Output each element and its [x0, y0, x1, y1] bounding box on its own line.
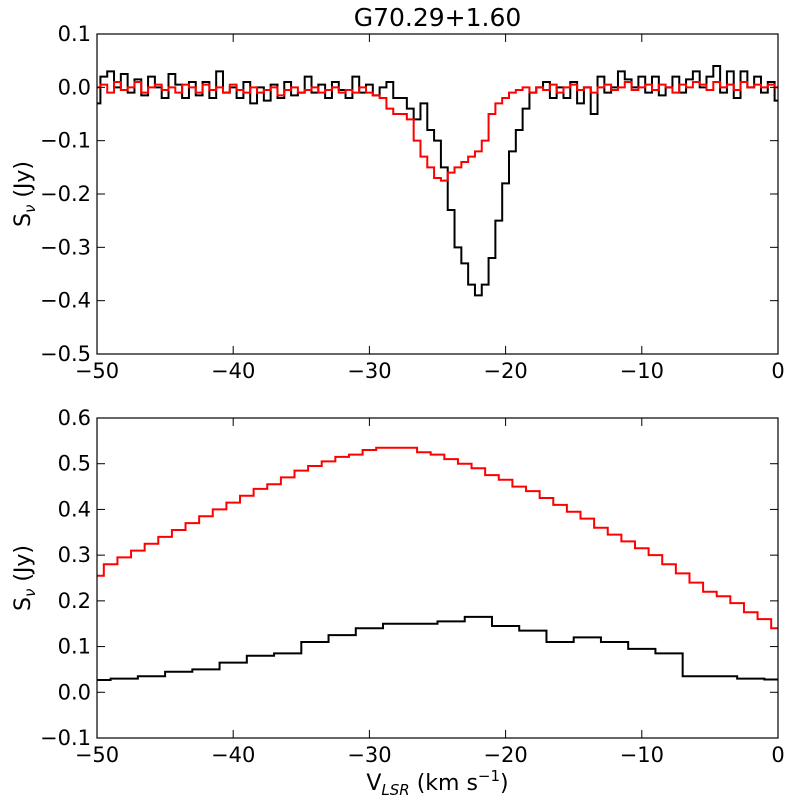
x-tick-label: −20 — [483, 359, 527, 383]
x-tick-label: −30 — [347, 743, 391, 767]
y-tick-label: 0.5 — [58, 452, 91, 476]
y-tick-label: 0.2 — [58, 589, 91, 613]
y-axis-label: Sν (Jy) — [11, 545, 39, 611]
series-line-1 — [97, 81, 778, 182]
series-line-1 — [97, 615, 778, 681]
y-tick-label: 0.1 — [58, 635, 91, 659]
x-tick-label: −10 — [620, 743, 664, 767]
y-tick-label: 0.0 — [58, 680, 91, 704]
x-tick-label: −10 — [620, 359, 664, 383]
x-tick-label: −40 — [211, 359, 255, 383]
x-tick-label: −40 — [211, 743, 255, 767]
x-tick-label: −50 — [75, 359, 119, 383]
y-tick-label: −0.1 — [40, 726, 91, 750]
x-tick-label: −30 — [347, 359, 391, 383]
plot-frame — [96, 33, 779, 355]
bottom-panel: −50 −40 −30 −20 −10 0 0.6 0.5 0.4 0.3 0.2 0.1 0.0 −0.… — [11, 406, 785, 799]
x-tick-label: 0 — [771, 359, 784, 383]
x-axis-label: VLSR (km s−1) — [366, 767, 508, 799]
y-tick-label: −0.1 — [40, 129, 91, 153]
y-tick-label: 0.0 — [58, 75, 91, 99]
series-line-0 — [97, 446, 778, 630]
y-tick-label: −0.3 — [40, 235, 91, 259]
x-tick-label: −20 — [483, 743, 527, 767]
plot-frame — [96, 417, 779, 739]
chart-title: G70.29+1.60 — [354, 3, 522, 32]
y-tick-label: −0.2 — [40, 182, 91, 206]
y-axis-label: Sν (Jy) — [11, 161, 39, 227]
x-tick-label: −50 — [75, 743, 119, 767]
y-tick-label: 0.6 — [58, 406, 91, 430]
y-tick-label: −0.4 — [40, 289, 91, 313]
y-tick-label: −0.5 — [40, 342, 91, 366]
y-tick-label: 0.4 — [58, 497, 91, 521]
top-panel: −50 −40 −30 −20 −10 0 0.1 0.0 −0.1 −0.2 −0.3 −0.4 −0… — [11, 3, 785, 383]
x-tick-label: 0 — [771, 743, 784, 767]
y-tick-label: 0.3 — [58, 543, 91, 567]
y-tick-label: 0.1 — [58, 22, 91, 46]
series-line-0 — [97, 65, 778, 297]
